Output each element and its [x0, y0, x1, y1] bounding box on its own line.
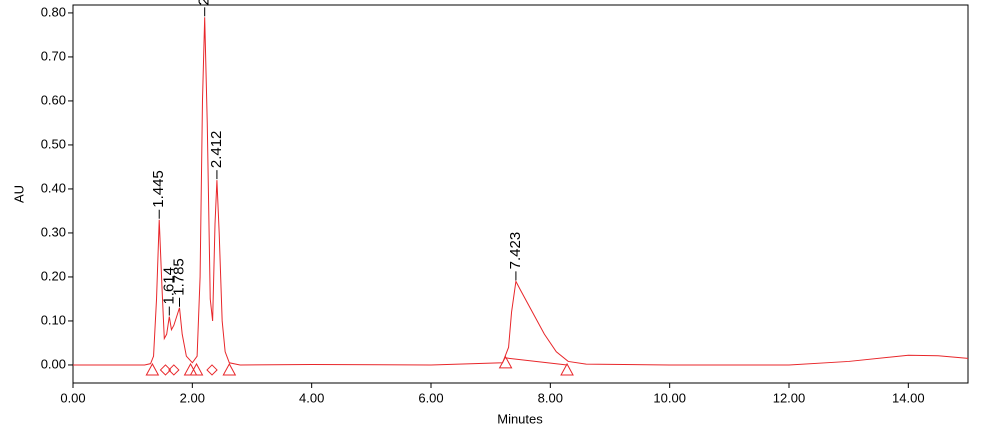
x-tick-label: 4.00 — [299, 390, 324, 405]
y-tick-label: 0.70 — [41, 48, 66, 63]
integration-marker — [222, 362, 237, 376]
x-tick-label: 12.00 — [773, 390, 806, 405]
baseline — [505, 357, 568, 366]
y-tick-label: 0.20 — [41, 268, 66, 283]
y-tick-label: 0.30 — [41, 224, 66, 239]
x-tick-label: 8.00 — [538, 390, 563, 405]
integration-marker — [183, 362, 198, 376]
integration-marker — [168, 364, 180, 376]
integration-marker — [498, 355, 513, 369]
peak-label: 1.785 — [170, 258, 187, 296]
y-tick-label: 0.40 — [41, 180, 66, 195]
x-tick-label: 6.00 — [418, 390, 443, 405]
y-tick-label: 0.00 — [41, 356, 66, 371]
y-tick-label: 0.80 — [41, 4, 66, 19]
x-axis-label: Minutes — [497, 411, 543, 426]
y-tick-label: 0.10 — [41, 312, 66, 327]
integration-marker — [560, 362, 574, 376]
integration-marker — [189, 362, 204, 376]
peak-label: 2.207 — [196, 0, 213, 5]
y-axis-label: AU — [11, 185, 26, 203]
peak-label: 1.445 — [150, 170, 167, 208]
plot-frame — [72, 4, 969, 384]
peak-label: 1.614 — [160, 267, 177, 305]
y-tick-label: 0.50 — [41, 136, 66, 151]
x-tick-label: 10.00 — [653, 390, 686, 405]
integration-marker — [159, 364, 172, 376]
x-tick-label: 14.00 — [892, 390, 925, 405]
x-tick-label: 0.00 — [60, 390, 85, 405]
peak-label: 7.423 — [507, 232, 524, 270]
integration-marker — [206, 364, 218, 376]
peak-label: 2.412 — [208, 131, 225, 169]
y-tick-label: 0.60 — [41, 92, 66, 107]
integration-marker — [145, 362, 160, 376]
x-tick-label: 2.00 — [180, 390, 205, 405]
trace — [73, 17, 969, 366]
